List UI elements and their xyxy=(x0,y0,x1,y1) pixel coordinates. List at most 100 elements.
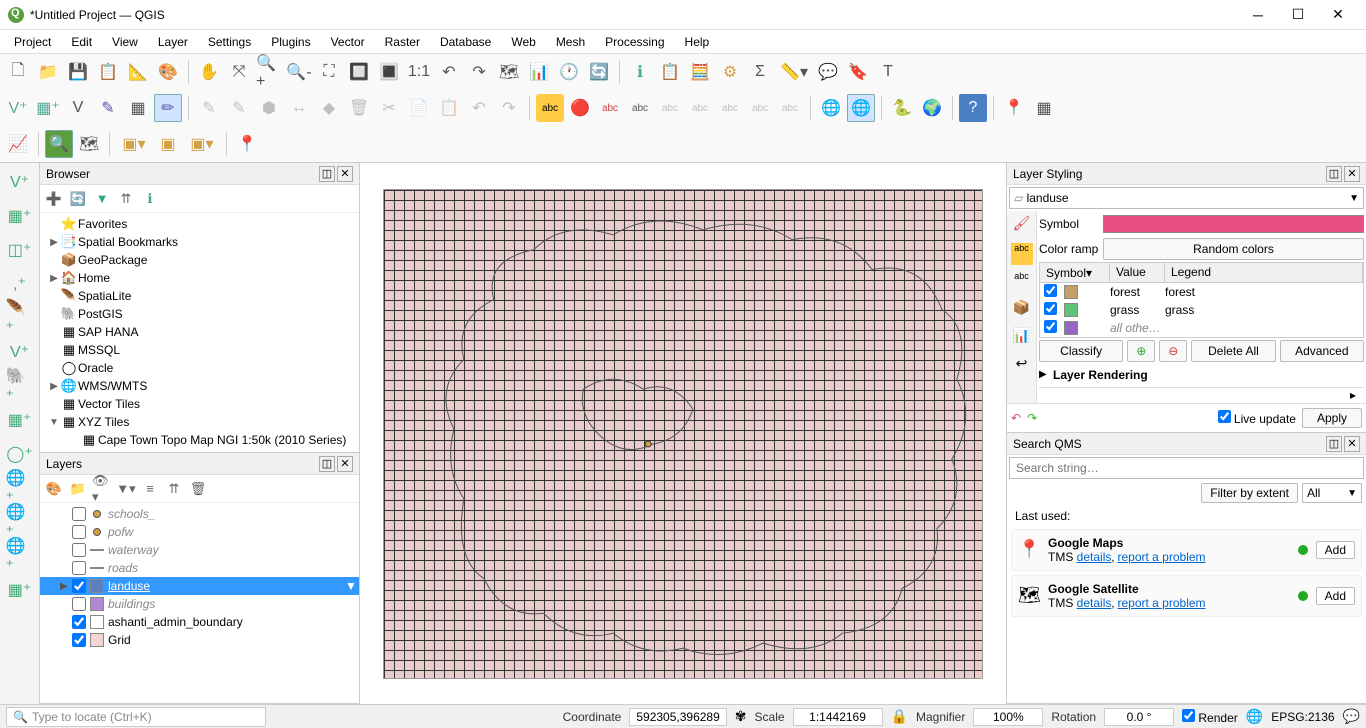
diagram-icon[interactable]: 🔴 xyxy=(566,94,594,122)
pin-tool-icon[interactable]: 📍 xyxy=(233,130,261,158)
styling-layer-combo[interactable]: ▱ landuse ▼ xyxy=(1009,187,1364,209)
add-class-button[interactable]: ⊕ xyxy=(1127,340,1155,362)
3d-tab-icon[interactable]: 📦 xyxy=(1011,299,1033,321)
map-tips-icon[interactable]: 💬 xyxy=(814,58,842,86)
qms-item-google-satellite[interactable]: 🗺 Google Satellite TMS details, report a… xyxy=(1011,575,1362,617)
symbol-row[interactable]: all othe… xyxy=(1040,319,1363,337)
quick-osm-icon[interactable]: 🔍 xyxy=(45,130,73,158)
add-vector-layer-icon[interactable]: V⁺ xyxy=(5,167,35,197)
add-vector-icon[interactable]: V⁺ xyxy=(4,94,32,122)
browser-close-icon[interactable]: ✕ xyxy=(337,166,353,182)
filter-icon[interactable]: ▼ xyxy=(343,579,359,593)
close-button[interactable]: ✕ xyxy=(1318,0,1358,29)
layer-item[interactable]: Grid xyxy=(40,631,359,649)
class-checkbox[interactable] xyxy=(1044,284,1057,297)
layer-visibility-checkbox[interactable] xyxy=(72,633,86,647)
report-link[interactable]: report a problem xyxy=(1117,550,1205,564)
tree-bookmarks[interactable]: ▶📑Spatial Bookmarks xyxy=(40,233,359,251)
tree-mssql[interactable]: ▦MSSQL xyxy=(40,341,359,359)
new-print-layout-icon[interactable]: 📋 xyxy=(94,58,122,86)
attribute-table-icon[interactable]: 📋 xyxy=(656,58,684,86)
toolbox-icon[interactable]: ⚙ xyxy=(716,58,744,86)
zoom-layer-icon[interactable]: 🔳 xyxy=(375,58,403,86)
new-map-view-icon[interactable]: 🗺 xyxy=(495,58,523,86)
add-button[interactable]: Add xyxy=(1316,541,1355,559)
osm-tool-icon[interactable]: 🗺 xyxy=(75,130,103,158)
style-manager-icon[interactable]: 🎨 xyxy=(154,58,182,86)
styling-undock-icon[interactable]: ◫ xyxy=(1326,166,1342,182)
undo-style-icon[interactable]: ↶ xyxy=(1011,411,1021,425)
rotation-value[interactable]: 0.0 ° xyxy=(1104,708,1174,726)
coordinate-value[interactable]: 592305,396289 xyxy=(629,708,726,726)
text-annotation-icon[interactable]: T xyxy=(874,58,902,86)
menu-view[interactable]: View xyxy=(102,33,148,51)
delete-all-button[interactable]: Delete All xyxy=(1191,340,1275,362)
menu-edit[interactable]: Edit xyxy=(61,33,102,51)
refresh-browser-icon[interactable]: 🔄 xyxy=(68,189,88,209)
remove-layer-icon[interactable]: 🗑 xyxy=(188,479,208,499)
history-tab-icon[interactable]: ↩ xyxy=(1011,355,1033,377)
layer-styling-icon[interactable]: 🎨 xyxy=(44,479,64,499)
color-ramp-button[interactable]: Random colors xyxy=(1103,238,1364,260)
edit-pencil-icon[interactable]: ✎ xyxy=(94,94,122,122)
layer-rendering-toggle[interactable]: ▶ Layer Rendering xyxy=(1039,364,1364,385)
label-abc-icon[interactable]: abc xyxy=(536,94,564,122)
add-raster-layer-icon[interactable]: ▦⁺ xyxy=(5,201,35,231)
zoom-in-icon[interactable]: 🔍+ xyxy=(255,58,283,86)
menu-help[interactable]: Help xyxy=(675,33,720,51)
zoom-last-icon[interactable]: ↶ xyxy=(435,58,463,86)
add-xyz-icon[interactable]: ▦⁺ xyxy=(5,575,35,605)
layer-visibility-checkbox[interactable] xyxy=(72,543,86,557)
collapse-layers-icon[interactable]: ⇈ xyxy=(164,479,184,499)
zoom-native-icon[interactable]: 1:1 xyxy=(405,58,433,86)
tree-vectortiles[interactable]: ▦Vector Tiles xyxy=(40,395,359,413)
menu-project[interactable]: Project xyxy=(4,33,61,51)
lock-scale-icon[interactable]: 🔒 xyxy=(891,708,908,725)
menu-vector[interactable]: Vector xyxy=(321,33,375,51)
layers-list[interactable]: schools_pofwwaterwayroads▶landuse▼buildi… xyxy=(40,503,359,703)
tree-spatialite[interactable]: 🪶SpatiaLite xyxy=(40,287,359,305)
tree-oracle[interactable]: ◯Oracle xyxy=(40,359,359,377)
masks-tab-icon[interactable]: abc xyxy=(1011,271,1033,293)
stats-icon[interactable]: Σ xyxy=(746,58,774,86)
remove-class-button[interactable]: ⊖ xyxy=(1159,340,1187,362)
layer-item[interactable]: roads xyxy=(40,559,359,577)
layer-visibility-checkbox[interactable] xyxy=(72,507,86,521)
filter-legend-icon[interactable]: ▼▾ xyxy=(116,479,136,499)
label-tool-icon[interactable]: abc xyxy=(596,94,624,122)
pan-icon[interactable]: ✋ xyxy=(195,58,223,86)
layer-visibility-checkbox[interactable] xyxy=(72,525,86,539)
layers-close-icon[interactable]: ✕ xyxy=(337,456,353,472)
collapse-all-icon[interactable]: ⇈ xyxy=(116,189,136,209)
new-3d-view-icon[interactable]: 📊 xyxy=(525,58,553,86)
tree-wms[interactable]: ▶🌐WMS/WMTS xyxy=(40,377,359,395)
refresh-icon[interactable]: 🔄 xyxy=(585,58,613,86)
details-link[interactable]: details xyxy=(1077,596,1112,610)
georeferencer-icon[interactable]: 📍 xyxy=(1000,94,1028,122)
wms-globe-icon[interactable]: 🌐 xyxy=(817,94,845,122)
diagrams-tab-icon[interactable]: 📊 xyxy=(1011,327,1033,349)
class-checkbox[interactable] xyxy=(1044,302,1057,315)
toggle-editing-icon[interactable]: ✏ xyxy=(154,94,182,122)
locator-input[interactable]: 🔍Type to locate (Ctrl+K) xyxy=(6,707,266,727)
labels-tab-icon[interactable]: abc xyxy=(1011,243,1033,265)
report-link[interactable]: report a problem xyxy=(1117,596,1205,610)
qms-undock-icon[interactable]: ◫ xyxy=(1326,436,1342,452)
layer-visibility-checkbox[interactable] xyxy=(72,579,86,593)
layer-visibility-checkbox[interactable] xyxy=(72,615,86,629)
pan-selection-icon[interactable]: ⤧ xyxy=(225,58,253,86)
field-calc-icon[interactable]: 🧮 xyxy=(686,58,714,86)
messages-icon[interactable]: 💬 xyxy=(1343,708,1360,725)
new-project-icon[interactable]: 🗋 xyxy=(4,58,32,86)
add-delimited-icon[interactable]: ,⁺ xyxy=(5,269,35,299)
styling-close-icon[interactable]: ✕ xyxy=(1344,166,1360,182)
cpu-icon[interactable]: ▦ xyxy=(124,94,152,122)
layer-item[interactable]: waterway xyxy=(40,541,359,559)
add-postgis-icon[interactable]: 🐘⁺ xyxy=(5,371,35,401)
symbol-row[interactable]: grassgrass xyxy=(1040,301,1363,319)
add-mesh-layer-icon[interactable]: ◫⁺ xyxy=(5,235,35,265)
new-shapefile-icon[interactable]: V xyxy=(64,94,92,122)
add-spatialite-icon[interactable]: 🪶⁺ xyxy=(5,303,35,333)
menu-plugins[interactable]: Plugins xyxy=(261,33,320,51)
layer-visibility-checkbox[interactable] xyxy=(72,597,86,611)
